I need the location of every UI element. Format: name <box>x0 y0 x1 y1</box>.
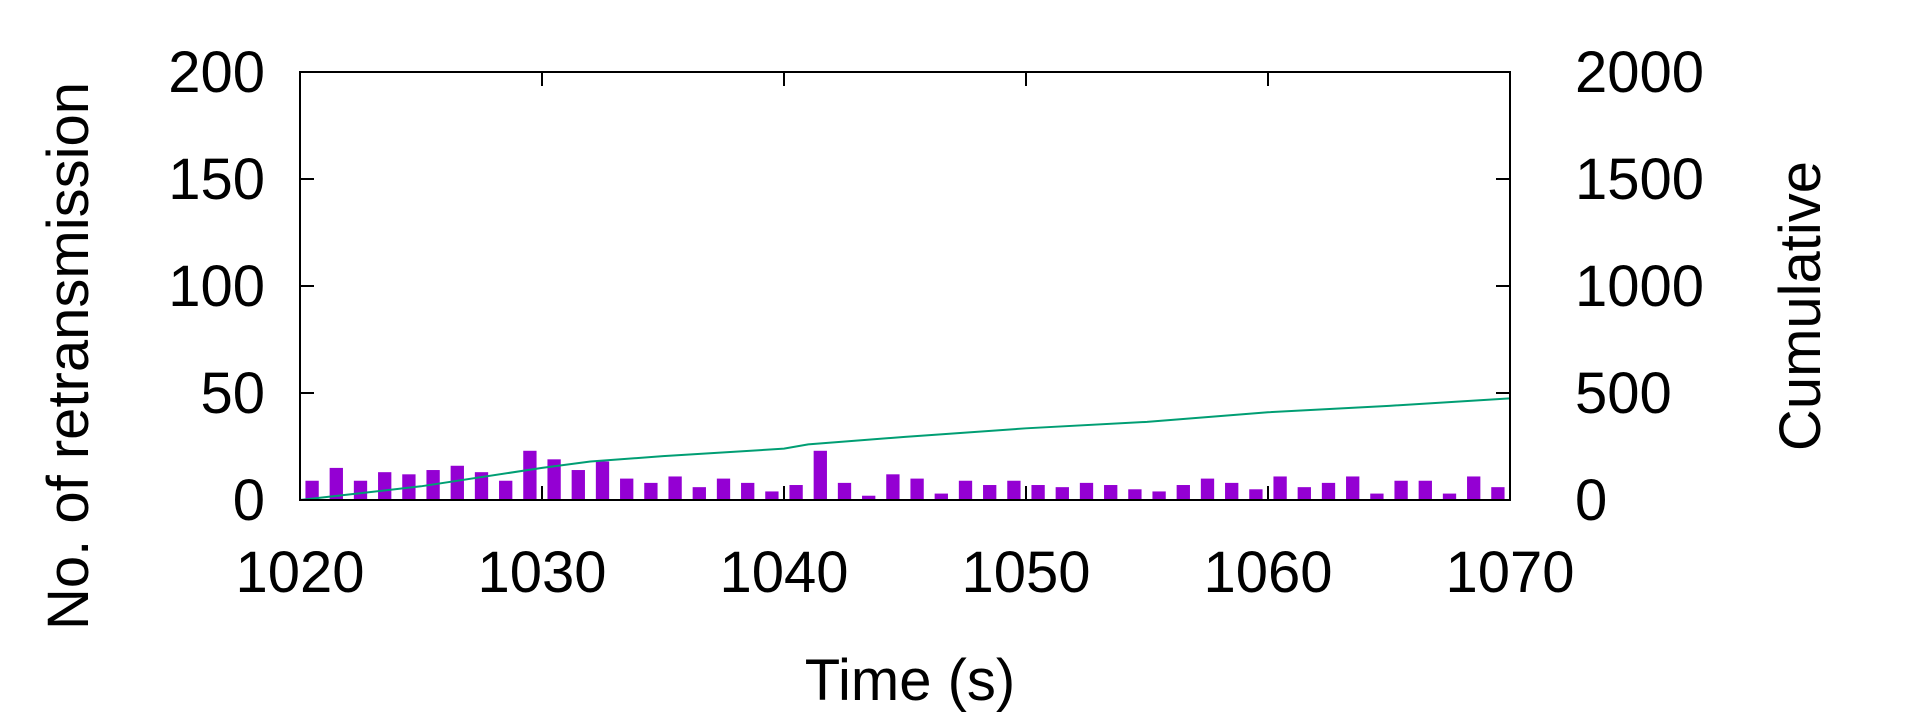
y-tick-label: 200 <box>168 40 265 105</box>
bar <box>1491 487 1505 500</box>
bar <box>1321 482 1336 500</box>
bar <box>1418 480 1432 500</box>
bar <box>741 482 755 500</box>
y2-tick-label: 500 <box>1575 361 1672 426</box>
bar <box>329 467 343 500</box>
x-tick-label: 1040 <box>719 540 848 605</box>
bar <box>1297 487 1311 500</box>
bar <box>474 472 489 500</box>
bar <box>644 482 658 500</box>
y2-tick-label: 2000 <box>1575 40 1704 105</box>
bar <box>1225 482 1239 500</box>
bar <box>1128 489 1142 500</box>
bar <box>305 480 319 500</box>
x-tick-label: 1060 <box>1203 540 1332 605</box>
bar <box>1176 485 1190 500</box>
bar <box>595 461 610 500</box>
bar <box>1346 476 1360 500</box>
bar <box>1104 485 1118 500</box>
y-axis-title: No. of retransmission <box>36 82 101 630</box>
y2-tick-label: 1500 <box>1575 147 1704 212</box>
bar <box>1467 476 1481 500</box>
bar <box>765 491 779 500</box>
plot-frame <box>299 71 1511 501</box>
x-tick-label: 1020 <box>235 540 364 605</box>
y-tick-label: 0 <box>233 468 265 533</box>
cumulative-line <box>299 397 1511 501</box>
bar <box>1079 482 1094 500</box>
bar <box>1007 480 1021 500</box>
y-tick-label: 150 <box>168 147 265 212</box>
bar <box>450 465 464 500</box>
bar <box>1200 478 1215 500</box>
bar <box>716 478 731 500</box>
bar <box>523 450 537 500</box>
y-tick-label: 100 <box>168 254 265 319</box>
bar <box>934 493 948 500</box>
bar <box>1394 480 1408 500</box>
bar <box>1273 476 1287 500</box>
bar <box>910 478 924 500</box>
bar <box>958 480 973 500</box>
x-tick-label: 1070 <box>1445 540 1574 605</box>
bar <box>837 482 852 500</box>
x-tick-label: 1030 <box>477 540 606 605</box>
y2-tick-label: 0 <box>1575 468 1607 533</box>
bar <box>886 474 900 500</box>
x-tick-label: 1050 <box>961 540 1090 605</box>
bar <box>862 495 876 500</box>
bar <box>499 480 513 500</box>
x-axis-title: Time (s) <box>805 648 1015 713</box>
y2-axis-title: Cumulative <box>1768 161 1833 451</box>
bar <box>547 459 561 500</box>
bar <box>353 480 368 500</box>
bar <box>789 485 803 500</box>
bar <box>983 485 997 500</box>
bar <box>1442 493 1457 500</box>
bar <box>620 478 634 500</box>
bar <box>1249 489 1263 500</box>
bar <box>1370 493 1384 500</box>
bar <box>1055 487 1069 500</box>
bar <box>1152 491 1166 500</box>
y-tick-label: 50 <box>200 361 265 426</box>
bar <box>571 470 585 500</box>
bar <box>378 472 392 500</box>
bar <box>692 487 706 500</box>
bar <box>1031 485 1045 500</box>
bar <box>668 476 682 500</box>
bar <box>813 450 827 500</box>
y2-tick-label: 1000 <box>1575 254 1704 319</box>
